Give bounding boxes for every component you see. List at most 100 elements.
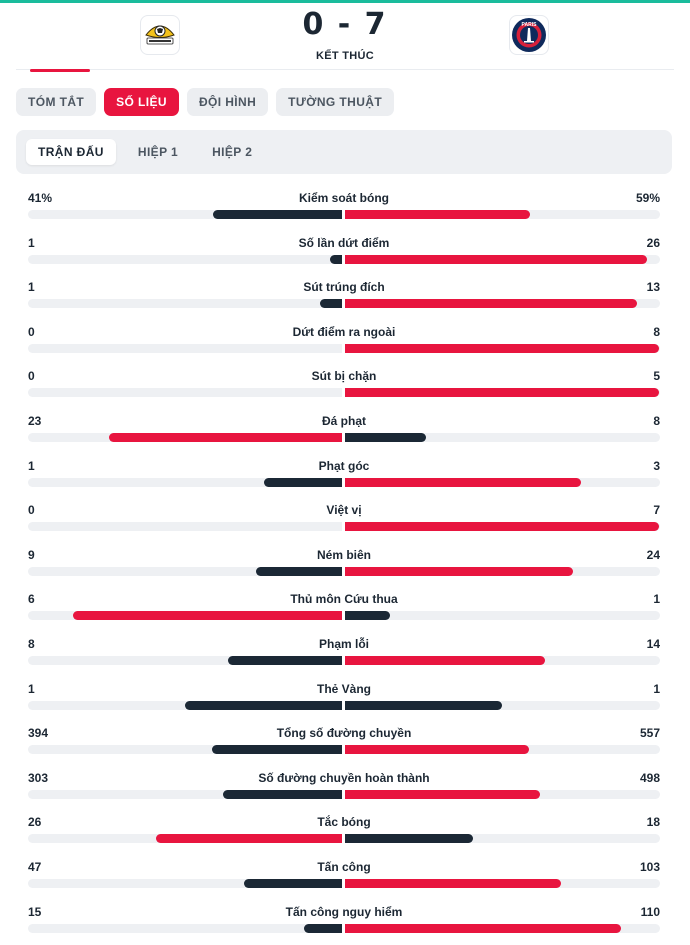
tab-statistics[interactable]: SỐ LIỆU (104, 88, 179, 116)
stat-row: 6 Thủ môn Cứu thua 1 (28, 591, 660, 631)
home-team-logo[interactable] (140, 15, 180, 55)
stat-home-bar-track (28, 388, 342, 398)
stat-away-bar (345, 433, 427, 442)
stat-home-bar (227, 656, 342, 665)
club-crest-icon (145, 25, 175, 45)
stat-home-value: 1 (28, 280, 35, 295)
stat-home-value: 1 (28, 235, 35, 250)
stat-home-bar (223, 789, 342, 799)
stat-row: 1 Thẻ Vàng 1 (28, 681, 660, 721)
stat-away-value: 498 (639, 770, 660, 785)
subtab-first-half[interactable]: HIỆP 1 (137, 145, 179, 159)
stat-row: 394 Tổng số đường chuyền 557 (28, 725, 660, 765)
stat-home-bar-track (28, 566, 342, 576)
stat-away-value: 14 (646, 637, 660, 651)
stat-row: 47 Tấn công 103 (28, 859, 660, 899)
stat-label: Thủ môn Cứu thua (290, 592, 398, 607)
psg-crest-icon: PARIS (512, 18, 546, 52)
stat-home-bar-track (28, 433, 342, 442)
stat-away-bar-track (345, 834, 660, 844)
stat-home-bar (319, 299, 342, 309)
stat-home-value: 26 (28, 815, 42, 830)
stat-home-bar (263, 477, 342, 487)
stat-label: Số đường chuyền hoàn thành (258, 770, 430, 785)
stat-away-bar-track (345, 299, 660, 309)
stat-home-value: 394 (28, 726, 49, 741)
stat-away-bar (345, 700, 502, 710)
stat-label: Dứt điểm ra ngoài (292, 324, 396, 339)
stat-away-bar (345, 388, 659, 398)
stat-away-bar-track (345, 433, 660, 442)
stat-home-bar-track (28, 210, 342, 219)
stat-away-value: 110 (640, 904, 660, 919)
stat-away-bar-track (345, 477, 660, 487)
stat-away-bar (345, 611, 390, 621)
stat-home-value: 0 (28, 324, 35, 339)
stat-home-bar (185, 700, 342, 710)
stat-home-value: 15 (28, 904, 42, 919)
tab-commentary[interactable]: TƯỜNG THUẬT (276, 88, 395, 116)
stat-home-value: 41% (28, 191, 53, 205)
stat-label: Số lần dứt điểm (298, 235, 390, 250)
stat-row: 0 Dứt điểm ra ngoài 8 (28, 324, 660, 364)
stat-home-value: 23 (28, 414, 42, 428)
stat-away-bar (345, 834, 474, 844)
stat-away-bar-track (345, 879, 660, 888)
main-tabs: TÓM TẮT SỐ LIỆU ĐỘI HÌNH TƯỜNG THUẬT (16, 88, 395, 116)
stat-away-value: 59% (635, 191, 660, 205)
stat-away-value: 18 (646, 815, 660, 830)
stat-row: 0 Sút bị chặn 5 (28, 368, 660, 408)
tab-summary[interactable]: TÓM TẮT (16, 88, 97, 116)
stat-away-bar (345, 210, 531, 219)
stat-home-bar-track (28, 477, 342, 487)
stat-row: 1 Sút trúng đích 13 (28, 279, 660, 319)
header-active-indicator (30, 69, 90, 72)
stat-away-value: 13 (646, 280, 660, 295)
match-status: KẾT THÚC (315, 50, 374, 62)
stat-row: 8 Phạm lỗi 14 (28, 636, 660, 676)
stat-away-bar (345, 745, 529, 755)
stat-label: Ném biên (316, 547, 371, 562)
stat-home-bar-track (28, 343, 342, 353)
stat-row: 23 Đá phạt 8 (28, 413, 660, 453)
stat-home-value: 9 (28, 547, 35, 562)
stat-label: Đá phạt (321, 414, 366, 428)
stat-away-bar-track (345, 388, 660, 398)
stat-home-bar-track (28, 923, 342, 933)
stat-away-value: 8 (653, 324, 660, 339)
stat-away-value: 1 (653, 681, 660, 696)
stat-label: Tấn công nguy hiểm (285, 904, 403, 919)
stat-row: 1 Số lần dứt điểm 26 (28, 235, 660, 275)
stat-home-value: 1 (28, 681, 35, 696)
stat-home-value: 0 (28, 503, 35, 518)
stat-away-bar-track (345, 343, 660, 353)
stat-label: Tắc bóng (317, 815, 371, 830)
subtab-full-match[interactable]: TRẬN ĐẤU (26, 139, 116, 165)
stat-away-bar-track (345, 923, 660, 933)
match-score: 0 - 7 (302, 7, 388, 42)
stat-row: 15 Tấn công nguy hiểm 110 (28, 904, 660, 944)
stat-home-value: 8 (28, 637, 35, 651)
stat-row: 0 Việt vị 7 (28, 502, 660, 542)
stat-away-bar (345, 656, 545, 665)
stat-away-bar-track (345, 254, 660, 264)
stat-home-bar (330, 254, 342, 264)
stat-away-bar-track (345, 611, 660, 621)
away-team-logo[interactable]: PARIS (509, 15, 549, 55)
stat-home-bar (72, 611, 342, 621)
stat-home-bar-track (28, 834, 342, 844)
stat-label: Sút bị chặn (311, 369, 377, 384)
stat-away-bar (345, 254, 648, 264)
stat-row: 303 Số đường chuyền hoàn thành 498 (28, 770, 660, 810)
stat-home-bar (156, 834, 342, 844)
stat-home-value: 6 (28, 592, 35, 607)
tab-lineups[interactable]: ĐỘI HÌNH (186, 88, 269, 116)
stat-home-bar-track (28, 522, 342, 532)
stat-home-value: 303 (28, 770, 49, 785)
stat-label: Tấn công (317, 860, 371, 874)
stat-away-bar-track (345, 789, 660, 799)
subtab-second-half[interactable]: HIỆP 2 (212, 145, 253, 159)
stat-home-bar-track (28, 611, 342, 621)
stat-away-value: 557 (639, 726, 660, 741)
stat-home-bar (211, 745, 342, 755)
